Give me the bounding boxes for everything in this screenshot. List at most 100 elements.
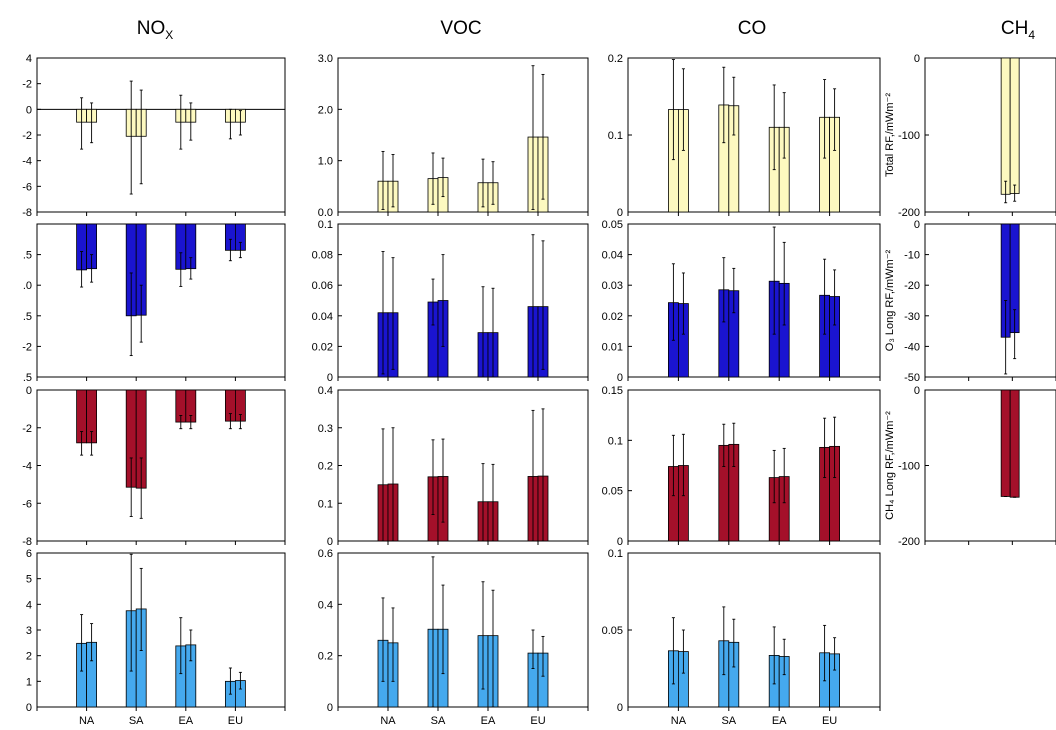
y-tick-label: 0: [26, 385, 32, 397]
y-tick-label: 0.02: [312, 341, 333, 353]
panel-frame: [36, 389, 286, 542]
panel-CO-row2: 0 0.01 0.02 0.03 0.04 0.05: [602, 219, 881, 384]
panel-CH4-row3: 0 -100 -200 CH₄ Long RF,/mWm⁻²: [884, 385, 1056, 548]
y-tick-label: 0.05: [602, 486, 623, 498]
bar-NA-1: [1009, 389, 1020, 498]
panel-CO-row1: 0 0.1 0.2: [608, 53, 881, 219]
y-tick-label: 0.3: [318, 423, 333, 435]
panel-NOx-row1: 4 -2 0 -2 -4 -6 -8: [22, 53, 286, 219]
y-tick-label: 0: [327, 372, 333, 384]
panel-frame: [337, 223, 589, 378]
y-tick-label: .5: [23, 311, 32, 323]
y-tick-label: 0: [617, 702, 623, 714]
panel-frame: [627, 57, 881, 213]
panel-frame: [627, 389, 881, 542]
x-axis-labels: NA SA EA EU NA SA EA EU NA SA EA EU: [79, 715, 837, 727]
y-tick-label: 0: [914, 53, 920, 65]
y-tick-label: 0: [26, 702, 32, 714]
y-tick-label: 0.4: [318, 599, 333, 611]
y-tick-label: 0.08: [312, 250, 333, 262]
panel-frame: [36, 223, 286, 378]
x-label-EU: EU: [822, 715, 837, 727]
panel-CO-row4: 0 0.05 0.1: [602, 548, 881, 714]
y-tick-label: 1.0: [318, 156, 333, 168]
column-title-3: CH4: [1001, 18, 1035, 42]
y-tick-label: -2: [22, 341, 32, 353]
y-tick-label: .5: [23, 250, 32, 262]
column-titles: NOX VOC CO CH4: [137, 18, 1036, 42]
y-tick-label: 0: [327, 536, 333, 548]
x-label-SA: SA: [431, 715, 446, 727]
panel-VOC-row2: 0 0.02 0.04 0.06 0.08 0.1: [312, 219, 589, 384]
y-tick-label: 4: [26, 599, 32, 611]
y-tick-label: -4: [22, 156, 32, 168]
y-tick-label: -8: [22, 536, 32, 548]
y-tick-label: 2: [26, 651, 32, 663]
x-label-EU: EU: [530, 715, 545, 727]
y-tick-label: -100: [898, 461, 920, 473]
x-label-EA: EA: [772, 715, 787, 727]
y-tick-label: 0.1: [318, 219, 333, 231]
chart-panels: 4-20-2-4-6-8 0.01.02.03.000.10.2 0-100-200…: [22, 53, 1056, 714]
y-tick-label: -30: [904, 311, 920, 323]
panel-frame: [337, 552, 589, 708]
column-title-sub-0: X: [165, 28, 173, 42]
panel-frame: [337, 57, 589, 213]
bar-NA-0: [1000, 389, 1011, 497]
y-tick-label: 0.04: [312, 311, 333, 323]
y-tick-label: -200: [898, 207, 920, 219]
panel-CO-row3: 0 0.05 0.1 0.15: [602, 385, 881, 548]
column-title-1: VOC: [440, 18, 481, 39]
y-axis-label: Total RF,/mWm⁻²: [884, 93, 896, 177]
panel-NOx-row4: 0 1 2 3 4 5 6: [26, 548, 286, 714]
y-tick-label: -40: [904, 341, 920, 353]
y-tick-label: 0.05: [602, 219, 623, 231]
panel-frame: [36, 552, 286, 708]
y-tick-label: -100: [898, 130, 920, 142]
y-tick-label: -2: [22, 423, 32, 435]
y-tick-label: 2.0: [318, 104, 333, 116]
y-tick-label: 0.1: [608, 130, 623, 142]
x-label-NA: NA: [380, 715, 396, 727]
x-label-SA: SA: [721, 715, 736, 727]
y-tick-label: 0.1: [608, 435, 623, 447]
bar-NA-0: [1000, 57, 1011, 195]
y-tick-label: 6: [26, 548, 32, 560]
y-tick-label: 0.4: [318, 385, 333, 397]
y-tick-label: -4: [22, 461, 32, 473]
panel-NOx-row3: 0 -2 -4 -6 -8: [22, 385, 286, 548]
y-tick-label: 0.6: [318, 548, 333, 560]
column-title-2: CO: [738, 18, 767, 39]
panel-NOx-row2: .5 .0 .5 -2 .5: [22, 223, 286, 384]
y-tick-label: .5: [23, 372, 32, 384]
panel-frame: [924, 223, 1056, 378]
column-title-sub-3: 4: [1028, 28, 1035, 42]
x-label-EA: EA: [178, 715, 193, 727]
y-tick-label: 0: [617, 536, 623, 548]
panel-frame: [627, 552, 881, 708]
y-tick-label: 0.2: [608, 53, 623, 65]
x-label-NA: NA: [671, 715, 687, 727]
y-tick-label: 0.05: [602, 625, 623, 637]
panel-VOC-row1: 0.0 1.0 2.0 3.0: [318, 53, 589, 219]
y-tick-label: -2: [22, 130, 32, 142]
panel-VOC-row3: 0 0.1 0.2 0.3 0.4: [318, 385, 589, 548]
panel-frame: [627, 223, 881, 378]
y-tick-label: 5: [26, 574, 32, 586]
y-tick-label: -8: [22, 207, 32, 219]
x-label-EA: EA: [481, 715, 496, 727]
y-tick-label: 0: [914, 385, 920, 397]
panel-frame: [337, 389, 589, 542]
y-tick-label: 0.2: [318, 461, 333, 473]
y-tick-label: -2: [22, 79, 32, 91]
y-tick-label: -200: [898, 536, 920, 548]
y-tick-label: 0: [914, 219, 920, 231]
y-axis-label: CH₄ Long RF,/mWm⁻²: [884, 411, 896, 520]
y-tick-label: 0.01: [602, 341, 623, 353]
panel-CH4-row2: 0 -10 -20 -30 -40 -50 O₃ Long RF,/mWm⁻²: [884, 219, 1056, 384]
y-tick-label: 4: [26, 53, 32, 65]
y-tick-label: 0.1: [608, 548, 623, 560]
y-tick-label: 0.2: [318, 651, 333, 663]
y-tick-label: 0.06: [312, 280, 333, 292]
